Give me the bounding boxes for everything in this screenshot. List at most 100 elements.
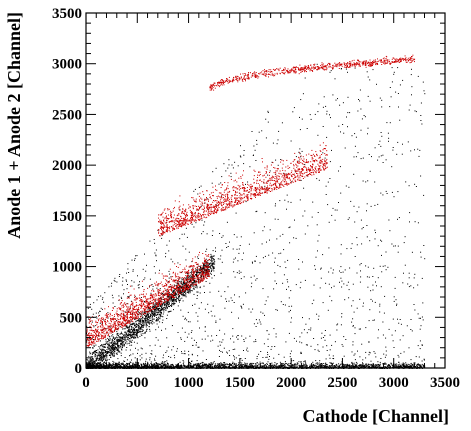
black-point xyxy=(115,363,117,365)
black-point xyxy=(169,285,171,287)
black-point xyxy=(233,302,235,303)
black-point xyxy=(273,365,275,367)
black-point xyxy=(341,361,343,363)
black-point xyxy=(238,270,240,272)
black-point xyxy=(89,351,91,353)
black-point xyxy=(185,317,186,319)
black-point xyxy=(119,340,120,342)
black-point xyxy=(167,346,169,348)
black-point xyxy=(205,359,207,360)
black-point xyxy=(152,313,154,315)
black-point xyxy=(91,357,93,359)
black-point xyxy=(211,257,213,259)
black-point xyxy=(313,299,315,301)
black-point xyxy=(167,304,169,306)
black-point xyxy=(211,270,212,272)
black-point xyxy=(156,310,158,312)
black-point xyxy=(235,212,237,214)
black-point xyxy=(134,332,136,333)
black-point xyxy=(155,302,157,304)
black-point xyxy=(123,345,125,347)
black-point xyxy=(201,268,203,270)
black-point xyxy=(342,364,344,366)
black-point xyxy=(122,362,124,364)
black-point xyxy=(356,364,358,366)
black-point xyxy=(122,337,123,339)
black-point xyxy=(388,328,390,330)
black-point xyxy=(244,366,246,368)
black-point xyxy=(302,365,304,367)
black-point xyxy=(89,366,91,368)
black-point xyxy=(276,143,278,145)
black-point xyxy=(121,348,123,350)
black-point xyxy=(240,278,242,280)
black-point xyxy=(191,223,193,225)
black-point xyxy=(345,339,347,340)
black-point xyxy=(136,331,137,333)
black-point xyxy=(140,326,142,328)
black-point xyxy=(132,366,134,368)
black-point xyxy=(345,365,347,367)
black-point xyxy=(136,362,137,364)
black-point xyxy=(227,364,229,366)
black-point xyxy=(254,260,256,262)
black-point xyxy=(331,344,333,346)
black-point xyxy=(281,365,282,366)
black-point xyxy=(281,122,283,124)
black-point xyxy=(423,365,425,367)
black-point xyxy=(101,360,103,362)
black-point xyxy=(219,329,221,331)
black-point xyxy=(160,296,162,298)
black-point xyxy=(352,283,354,285)
black-point xyxy=(204,221,206,223)
black-point xyxy=(296,363,298,365)
black-point xyxy=(374,366,376,368)
black-point xyxy=(102,349,104,351)
black-point xyxy=(316,363,318,365)
black-point xyxy=(103,363,105,365)
black-point xyxy=(145,323,147,325)
black-point xyxy=(159,305,161,307)
black-point xyxy=(163,364,165,366)
black-point xyxy=(256,366,258,368)
black-point xyxy=(210,253,212,255)
black-point xyxy=(141,321,143,323)
black-point xyxy=(300,352,302,354)
black-point xyxy=(291,366,293,368)
black-point xyxy=(95,312,97,314)
black-point xyxy=(103,362,105,364)
black-point xyxy=(135,323,137,325)
black-point xyxy=(138,328,140,330)
black-point xyxy=(99,365,101,367)
black-point xyxy=(101,350,103,351)
black-point xyxy=(414,362,416,364)
black-point xyxy=(408,277,410,279)
black-point xyxy=(131,334,133,336)
black-point xyxy=(118,341,119,343)
black-point xyxy=(397,191,399,193)
black-point xyxy=(136,335,138,337)
black-point xyxy=(309,365,311,367)
black-point xyxy=(88,360,90,362)
black-point xyxy=(366,210,367,212)
black-point xyxy=(115,364,117,366)
black-point xyxy=(121,341,123,343)
black-point xyxy=(188,278,190,280)
black-point xyxy=(179,301,180,303)
black-point xyxy=(210,257,212,259)
black-point xyxy=(224,363,226,365)
black-point xyxy=(266,366,267,368)
black-point xyxy=(134,336,136,338)
black-point xyxy=(234,364,236,366)
black-point xyxy=(275,366,277,367)
black-point xyxy=(156,309,158,311)
black-point xyxy=(136,326,138,328)
black-point xyxy=(138,366,140,367)
black-point xyxy=(123,335,125,337)
black-point xyxy=(277,164,279,166)
black-point xyxy=(147,312,149,314)
black-point xyxy=(171,293,173,295)
black-point xyxy=(105,338,107,340)
black-point xyxy=(126,364,127,366)
